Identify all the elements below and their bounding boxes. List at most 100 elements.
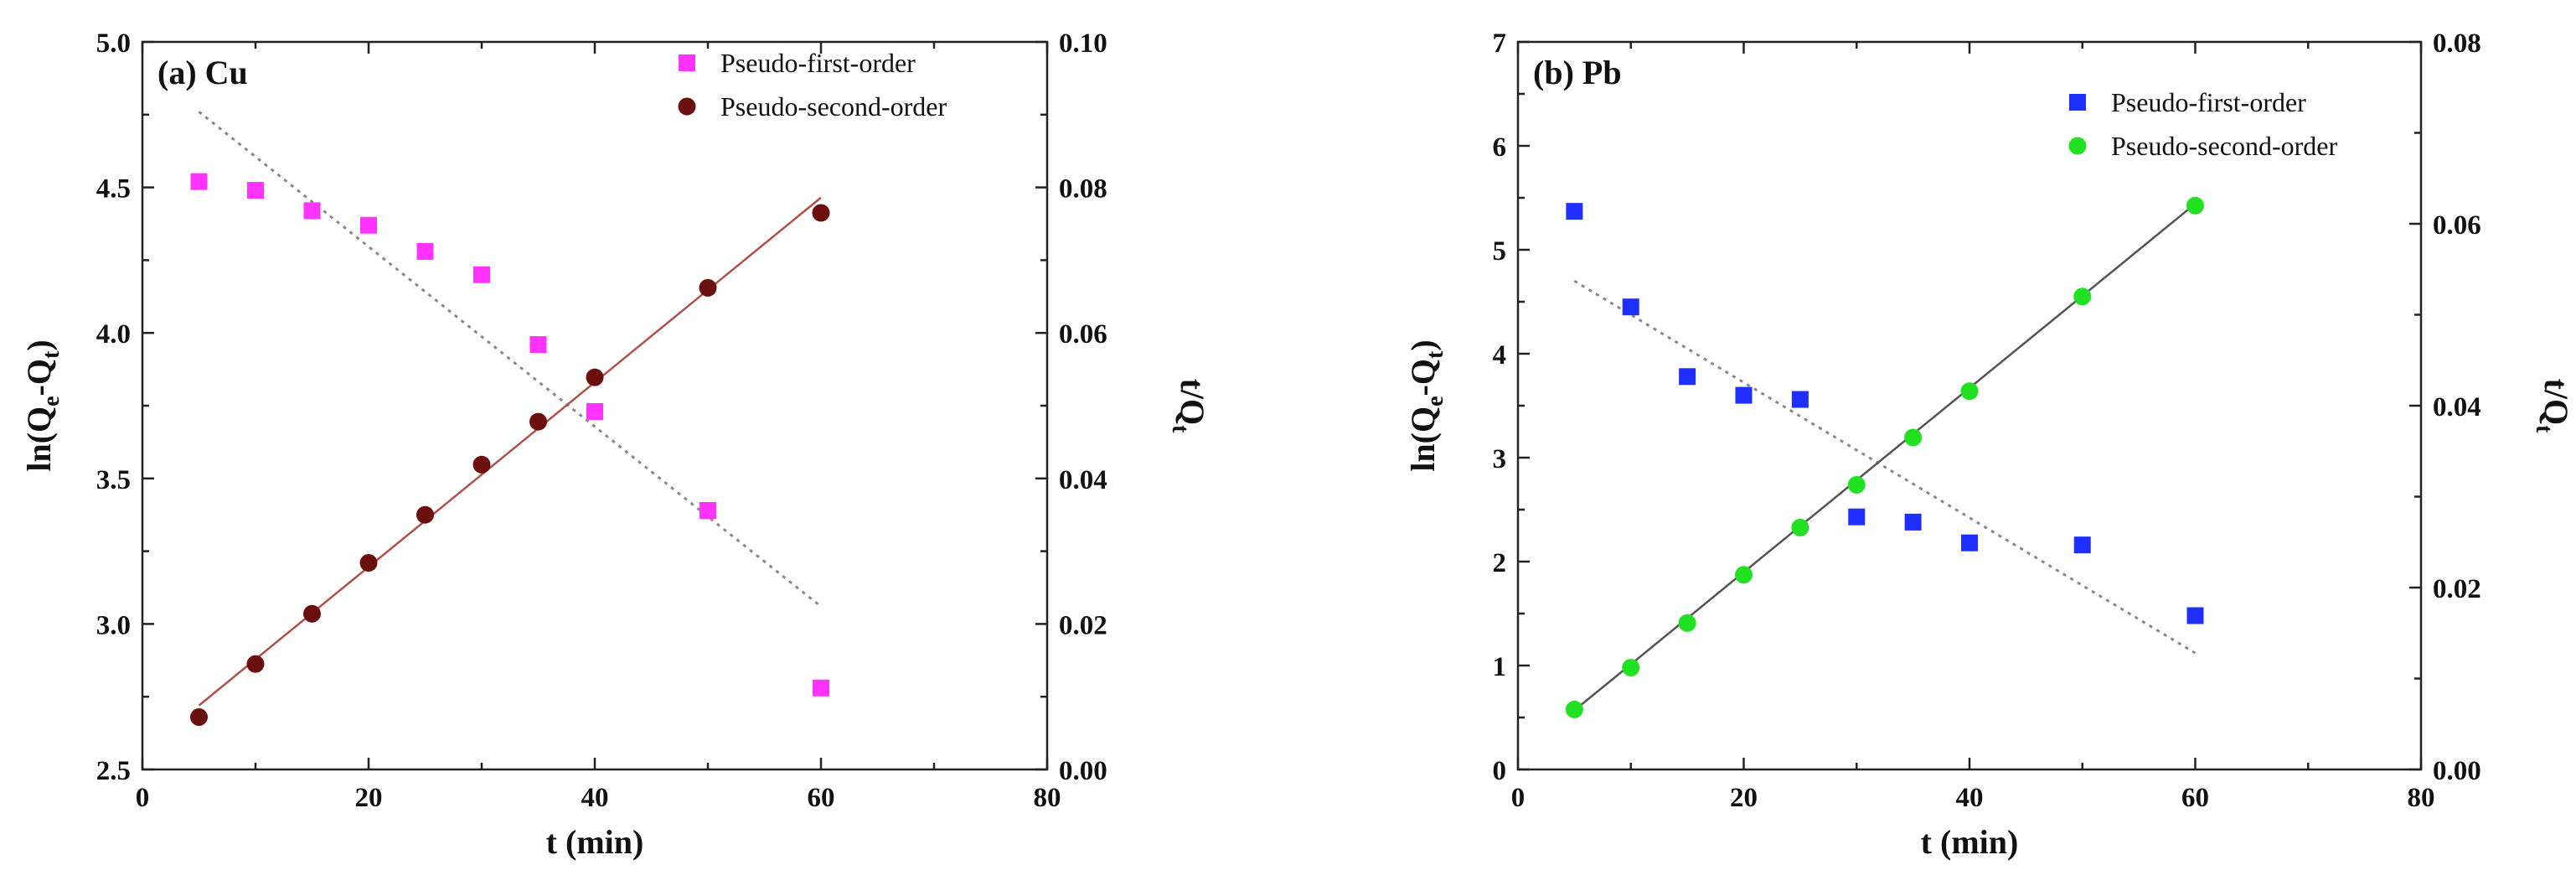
right-y-tick-label: 0.02 [1059,610,1107,640]
x-axis-title: t (min) [1921,823,2019,861]
data-point-square [360,216,377,234]
left-y-axis-title-part: -Q [1404,359,1442,396]
left-y-tick-label: 4.5 [96,174,131,205]
left-y-axis-title-part: -Q [20,359,58,396]
data-point-square [247,182,264,199]
left-y-tick-label: 1 [1493,652,1507,682]
x-tick-label: 80 [1034,783,1061,813]
data-point-square [2186,607,2204,624]
x-tick-label: 0 [1511,783,1525,813]
left-y-axis-title: ln(Qe-Qt) [20,339,65,471]
legend-marker-circle [2068,137,2087,155]
left-y-axis-title-part: ln(Q [20,407,58,472]
data-point-square [190,173,208,190]
data-point-circle [416,505,434,524]
data-point-circle [699,278,717,297]
legend-marker-circle [678,97,696,116]
data-point-circle [1960,382,1979,401]
left-y-axis-title-part: ln(Q [1404,407,1442,472]
fit-line-1 [1573,279,2197,655]
fit-line-2 [1573,203,2197,712]
data-point-circle [190,708,208,727]
right-y-tick-label: 0.04 [1059,465,1107,495]
left-y-tick-label: 3.5 [96,465,131,495]
left-y-tick-label: 3 [1493,444,1507,474]
left-y-axis-title: ln(Qe-Qt) [1404,339,1448,471]
data-point-circle [586,368,604,386]
data-point-square [1961,534,1978,552]
panel-label: (a) Cu [157,54,248,91]
right-y-axis-title-base: t/Q [2537,379,2575,426]
left-y-axis-title-part: ) [20,339,58,350]
right-y-tick-label: 0.04 [2433,392,2481,422]
right-y-axis-title: t/Qt [1167,379,1211,434]
left-y-axis-title-part: t [1422,350,1448,359]
fit-line-2 [198,196,822,707]
x-tick-label: 80 [2408,783,2435,813]
left-y-tick-label: 4.0 [96,319,131,350]
data-point-square [1622,298,1639,316]
right-y-axis-title-sub: t [2531,425,2557,433]
data-point-square [699,501,716,519]
data-point-square [813,679,829,697]
left-y-tick-label: 5.0 [96,28,131,59]
legend-marker-square [679,54,695,71]
right-y-tick-label: 0.10 [1059,28,1107,59]
chart-panel-2: 0 20 40 60 80 0 1 2 3 4 5 6 7 0.00 0.02 0.04 0.06 0.08 t (… [1404,28,2575,861]
data-point-square [586,402,603,420]
legend-label: Pseudo-second-order [2111,131,2337,161]
legend-label: Pseudo-first-order [2111,87,2306,117]
data-point-square [2073,536,2091,554]
right-y-tick-label: 0.08 [2433,28,2481,59]
left-y-axis-title-part: ) [1404,339,1442,350]
x-tick-label: 40 [1956,783,1984,813]
left-y-tick-label: 2.5 [96,756,131,786]
right-y-axis-title-base: t/Q [1174,379,1211,426]
x-tick-label: 20 [355,783,383,813]
chart-panel-1: 0 20 40 60 80 2.5 3.0 3.5 4.0 4.5 5.0 0.00 0.02 0.04 0… [20,28,1211,861]
right-y-tick-label: 0.00 [1059,756,1107,786]
left-y-axis-title-part: t [39,350,65,359]
right-y-tick-label: 0.06 [2433,210,2481,241]
data-point-square [473,266,490,283]
data-point-circle [2186,196,2204,215]
left-y-axis-title-part: e [1422,396,1448,406]
data-point-circle [1565,700,1583,718]
left-y-tick-label: 6 [1493,132,1507,163]
data-point-circle [1622,658,1640,676]
data-point-circle [359,553,378,572]
data-point-square [1848,508,1866,526]
x-tick-label: 40 [581,783,609,813]
fit-line-1 [198,111,822,608]
data-point-circle [1791,518,1809,536]
left-y-tick-label: 5 [1493,236,1507,267]
left-y-axis-title-part: e [39,396,65,406]
data-point-circle [303,604,321,623]
data-point-square [1791,391,1809,408]
left-y-tick-label: 2 [1493,548,1507,578]
legend-marker-square [2069,94,2086,111]
left-y-tick-label: 3.0 [96,610,131,640]
data-point-circle [1904,428,1923,447]
right-y-axis-title: t/Qt [2531,379,2575,434]
data-point-square [1735,386,1753,404]
data-point-square [1679,368,1696,386]
x-tick-label: 60 [2181,783,2209,813]
data-point-square [1904,513,1922,531]
left-y-tick-label: 4 [1493,340,1507,370]
data-point-circle [2073,288,2092,306]
data-point-circle [529,412,547,431]
data-point-circle [246,655,265,673]
data-point-square [1566,203,1583,220]
right-y-axis-title-sub: t [1167,425,1193,433]
x-tick-label: 20 [1730,783,1758,813]
x-axis-title: t (min) [546,823,644,861]
x-tick-label: 60 [808,783,835,813]
data-point-square [303,202,321,220]
data-point-circle [1847,475,1866,494]
data-point-square [416,242,434,260]
data-point-circle [1678,614,1696,632]
left-y-tick-label: 0 [1493,756,1507,786]
right-y-tick-label: 0.02 [2433,574,2481,604]
